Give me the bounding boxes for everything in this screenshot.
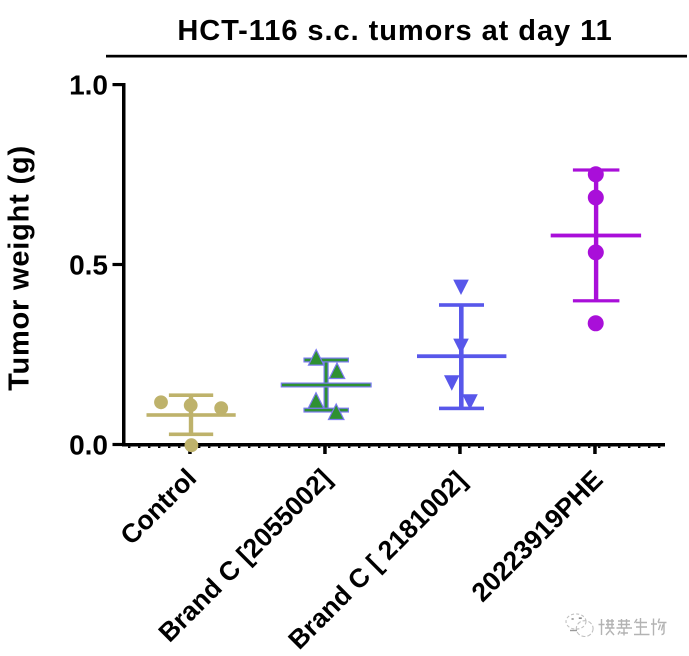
svg-text:HCT-116 s.c. tumors at day 11: HCT-116 s.c. tumors at day 11 [177,15,612,47]
svg-text:0.0: 0.0 [69,430,108,461]
svg-text:Tumor weight (g): Tumor weight (g) [4,145,36,391]
svg-text:0.5: 0.5 [69,250,108,281]
svg-text:1.0: 1.0 [69,70,108,101]
